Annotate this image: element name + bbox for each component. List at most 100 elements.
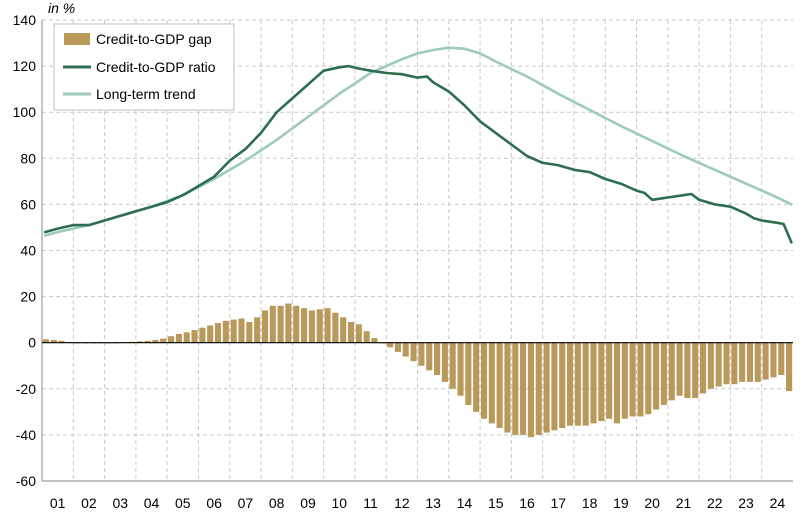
legend-label-gap: Credit-to-GDP gap [96, 31, 212, 47]
gap-bar [207, 325, 214, 343]
gap-bar [457, 342, 464, 396]
gap-bar [480, 342, 488, 419]
gap-bar [214, 323, 222, 343]
y-tick-label: 40 [20, 243, 36, 259]
x-tick-label: 11 [363, 495, 378, 511]
y-tick-label: 80 [20, 150, 36, 166]
gap-bar [778, 342, 785, 375]
gap-bar [222, 320, 229, 343]
gap-bar [441, 342, 448, 382]
y-tick-label: 60 [20, 196, 36, 212]
x-tick-label: 13 [425, 495, 441, 511]
gap-bar [653, 342, 660, 410]
gap-bar [168, 336, 175, 343]
gap-bar [551, 342, 558, 431]
gap-bar [637, 342, 644, 417]
gap-bar [566, 342, 574, 426]
x-tick-label: 16 [519, 495, 535, 511]
gap-bar [527, 342, 534, 438]
gap-bar [269, 305, 276, 343]
gap-bar [434, 342, 441, 375]
x-tick-label: 22 [707, 495, 723, 511]
gap-bar [418, 342, 425, 366]
gap-bar [746, 342, 754, 382]
gap-bar [692, 342, 699, 399]
gap-bars [42, 303, 793, 438]
gap-bar [426, 342, 433, 371]
gap-bar [668, 342, 675, 401]
x-tick-label: 04 [144, 495, 160, 511]
y-tick-label: -20 [16, 381, 36, 397]
gap-bar [613, 342, 621, 424]
x-tick-label: 10 [331, 495, 347, 511]
gap-bar [598, 342, 605, 422]
ratio-and-trend-lines [43, 46, 793, 244]
gap-bar [410, 342, 417, 362]
gap-bar [42, 339, 49, 343]
gap-bar [770, 342, 777, 378]
axes: 140 120 100 80 60 40 20 0 -20 -40 -60 01 02 03 04 05 06 0… [13, 12, 793, 511]
gap-bar [754, 342, 761, 382]
gap-bar [394, 342, 401, 352]
y-axis-unit-label: in % [48, 0, 75, 16]
gap-bar [238, 318, 245, 343]
x-tick-label: 05 [175, 495, 191, 511]
gap-bar [473, 342, 480, 412]
gap-bar [261, 310, 269, 343]
gap-bar [715, 342, 722, 387]
y-tick-label: 20 [20, 289, 36, 305]
x-tick-label: 15 [488, 495, 504, 511]
gap-bar [786, 342, 793, 392]
gap-bar [590, 342, 597, 424]
gap-bar [520, 342, 527, 435]
gap-bar [731, 342, 738, 385]
x-tick-label: 12 [394, 495, 410, 511]
gap-bar [347, 321, 355, 343]
x-tick-label: 06 [206, 495, 222, 511]
x-tick-label: 09 [300, 495, 316, 511]
x-tick-label: 07 [238, 495, 254, 511]
gap-bar [363, 331, 370, 343]
y-tick-label: 100 [13, 104, 37, 120]
gap-bar [308, 310, 315, 343]
gap-bar [144, 340, 151, 343]
x-tick-label: 23 [738, 495, 754, 511]
gap-bar [285, 303, 292, 343]
legend-swatch-gap [64, 33, 90, 45]
gap-bar [582, 342, 589, 426]
x-tick-label: 18 [582, 495, 598, 511]
x-tick-label: 03 [112, 495, 128, 511]
gap-bar [175, 333, 182, 343]
x-tick-label: 24 [770, 495, 786, 511]
gap-bar [684, 342, 691, 399]
x-tick-label: 02 [81, 495, 97, 511]
gap-bar [629, 342, 636, 417]
ratio-line [43, 64, 793, 244]
y-tick-label: 120 [13, 58, 37, 74]
gap-bar [387, 342, 394, 348]
gap-bar [301, 308, 308, 343]
gap-bar [58, 340, 65, 343]
gap-bar [293, 305, 300, 343]
x-tick-label: 19 [613, 495, 629, 511]
gap-bar [559, 342, 566, 428]
x-tick-label: 08 [269, 495, 285, 511]
gap-bar [191, 330, 198, 343]
gap-bar [183, 332, 190, 343]
gap-bar [723, 342, 730, 385]
gap-bar [496, 342, 503, 428]
gap-bar [574, 342, 581, 426]
x-tick-label: 20 [644, 495, 660, 511]
gap-bar [246, 321, 253, 343]
gap-bar [277, 305, 284, 343]
gap-bar [402, 342, 409, 357]
gap-bar [332, 312, 339, 343]
gap-bar [699, 342, 707, 394]
gap-bar [152, 339, 159, 343]
gap-bar [254, 317, 261, 343]
gap-bar [606, 342, 613, 419]
gap-bar [543, 342, 550, 433]
gap-bar [707, 342, 714, 389]
gap-bar [50, 339, 57, 343]
